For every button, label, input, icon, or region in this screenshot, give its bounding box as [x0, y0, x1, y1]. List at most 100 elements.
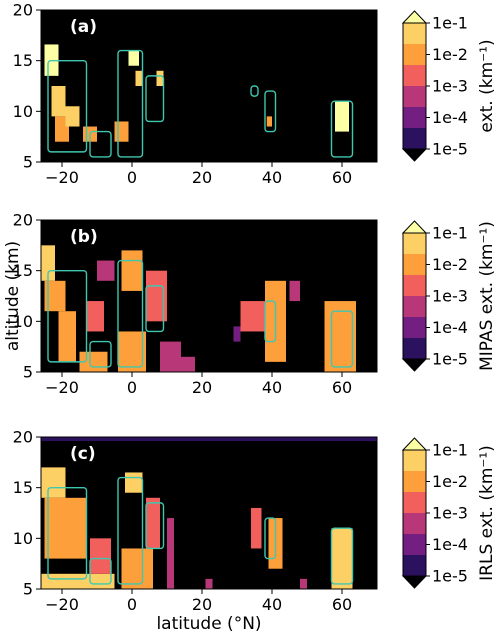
colorbar-extend-min: [401, 148, 428, 162]
contour-layer: [47, 259, 354, 368]
x-tick-label: 40: [262, 168, 282, 187]
cloud-contour: [145, 285, 165, 333]
colorbar-segment: [403, 128, 426, 150]
heatmap-cell: [289, 280, 300, 302]
y-tick-label: 20: [13, 1, 33, 20]
x-tick-label: 40: [262, 378, 282, 397]
colorbar: 1e-1 1e-2 1e-3 1e-4 1e-5 MIPAS ext. (km⁻¹): [401, 220, 497, 372]
cloud-contour: [117, 49, 144, 158]
x-tick-label: 20: [192, 378, 212, 397]
heatmap-cell: [65, 106, 80, 127]
y-axis: 5 10 15 20: [13, 1, 41, 172]
colorbar-label: MIPAS ext. (km⁻¹): [477, 221, 497, 371]
heatmap-cell: [266, 116, 272, 127]
x-axis: −20 0 20 40 60: [45, 589, 352, 614]
colorbar-tick-label: 1e-5: [432, 140, 468, 159]
contour-layer: [47, 49, 354, 158]
heatmap-cell: [121, 548, 153, 589]
y-axis-label: altitude (km): [3, 241, 23, 351]
heatmap-cell: [240, 301, 265, 332]
cloud-contour: [117, 259, 144, 368]
cloud-contour: [89, 130, 112, 158]
y-axis: 5 10 15 20: [13, 428, 41, 599]
colorbar-segment: [403, 44, 426, 66]
cloud-contour: [264, 90, 277, 133]
colorbar-segment: [403, 534, 426, 556]
heatmap-cell: [233, 326, 241, 342]
colorbar-tick-label: 1e-4: [432, 318, 468, 337]
y-tick-label: 15: [13, 261, 33, 280]
colorbar-extend-max: [401, 220, 428, 234]
x-tick-label: 60: [332, 168, 352, 187]
heatmap-cell: [44, 280, 66, 312]
heatmap-cells: [41, 437, 377, 589]
cloud-contour: [145, 502, 165, 550]
cloud-contour: [250, 85, 259, 97]
heatmap-cell: [160, 341, 181, 372]
y-axis: 5 10 15 20: [13, 211, 41, 382]
cloud-contour: [264, 517, 277, 560]
cloud-contour: [47, 59, 88, 153]
y-tick-label: 5: [23, 363, 33, 382]
x-tick-label: 60: [332, 595, 352, 614]
x-tick-label: 20: [192, 168, 212, 187]
y-tick-label: 20: [13, 211, 33, 230]
heatmap-cell: [251, 507, 262, 549]
heatmap-cell: [146, 270, 167, 322]
y-tick-label: 5: [23, 153, 33, 172]
panel-label: (c): [70, 444, 96, 464]
axes-frame: [40, 219, 378, 373]
colorbar-extend-max: [401, 437, 428, 451]
colorbar-segment: [403, 86, 426, 108]
x-tick-label: 40: [262, 595, 282, 614]
colorbar-segment: [403, 492, 426, 514]
heatmap-cell: [41, 245, 55, 281]
colorbar-segment: [403, 275, 426, 297]
colorbar-tick-label: 1e-2: [432, 472, 468, 491]
x-tick-label: 0: [127, 595, 137, 614]
colorbar-tick-label: 1e-5: [432, 567, 468, 586]
colorbar-tick-label: 1e-1: [432, 224, 468, 243]
colorbar-tick-label: 1e-3: [432, 287, 468, 306]
heatmap-cell: [125, 472, 143, 493]
cloud-contour: [145, 75, 165, 123]
heatmap-cell: [41, 573, 115, 589]
y-tick-label: 5: [23, 580, 33, 599]
colorbar-tick-label: 1e-4: [432, 108, 468, 127]
colorbar-segment: [403, 296, 426, 318]
heatmap-cell: [86, 301, 104, 332]
panel-label: (b): [70, 227, 98, 247]
heatmap-cell: [51, 86, 66, 117]
colorbar-tick-label: 1e-1: [432, 441, 468, 460]
heatmap-cell: [121, 250, 143, 291]
x-tick-label: −20: [45, 168, 79, 187]
x-tick-label: 0: [127, 168, 137, 187]
colorbar-segment: [403, 450, 426, 472]
cloud-contour: [47, 486, 88, 580]
panel-label: (a): [70, 17, 97, 37]
heatmap-cell: [205, 578, 213, 589]
colorbar-tick-label: 1e-2: [432, 255, 468, 274]
heatmap-cell: [90, 538, 111, 574]
cloud-contour: [330, 527, 354, 585]
x-axis: −20 0 20 40 60: [45, 372, 352, 397]
y-tick-label: 10: [13, 529, 33, 548]
y-tick-label: 15: [13, 478, 33, 497]
colorbar-label: ext. (km⁻¹): [477, 39, 497, 132]
colorbar-extend-max: [401, 10, 428, 24]
axes-frame: [40, 9, 378, 163]
heatmap-cell: [41, 437, 377, 442]
x-tick-label: −20: [45, 378, 79, 397]
heatmap-cell: [335, 101, 349, 132]
cloud-contour: [117, 476, 144, 585]
colorbar-segment: [403, 65, 426, 87]
colorbar-segment: [403, 338, 426, 360]
contour-layer: [47, 476, 354, 585]
colorbar: 1e-1 1e-2 1e-3 1e-4 1e-5 ext. (km⁻¹): [401, 10, 497, 162]
colorbar-segment: [403, 513, 426, 535]
heatmap-cell: [44, 497, 87, 559]
y-tick-label: 10: [13, 102, 33, 121]
